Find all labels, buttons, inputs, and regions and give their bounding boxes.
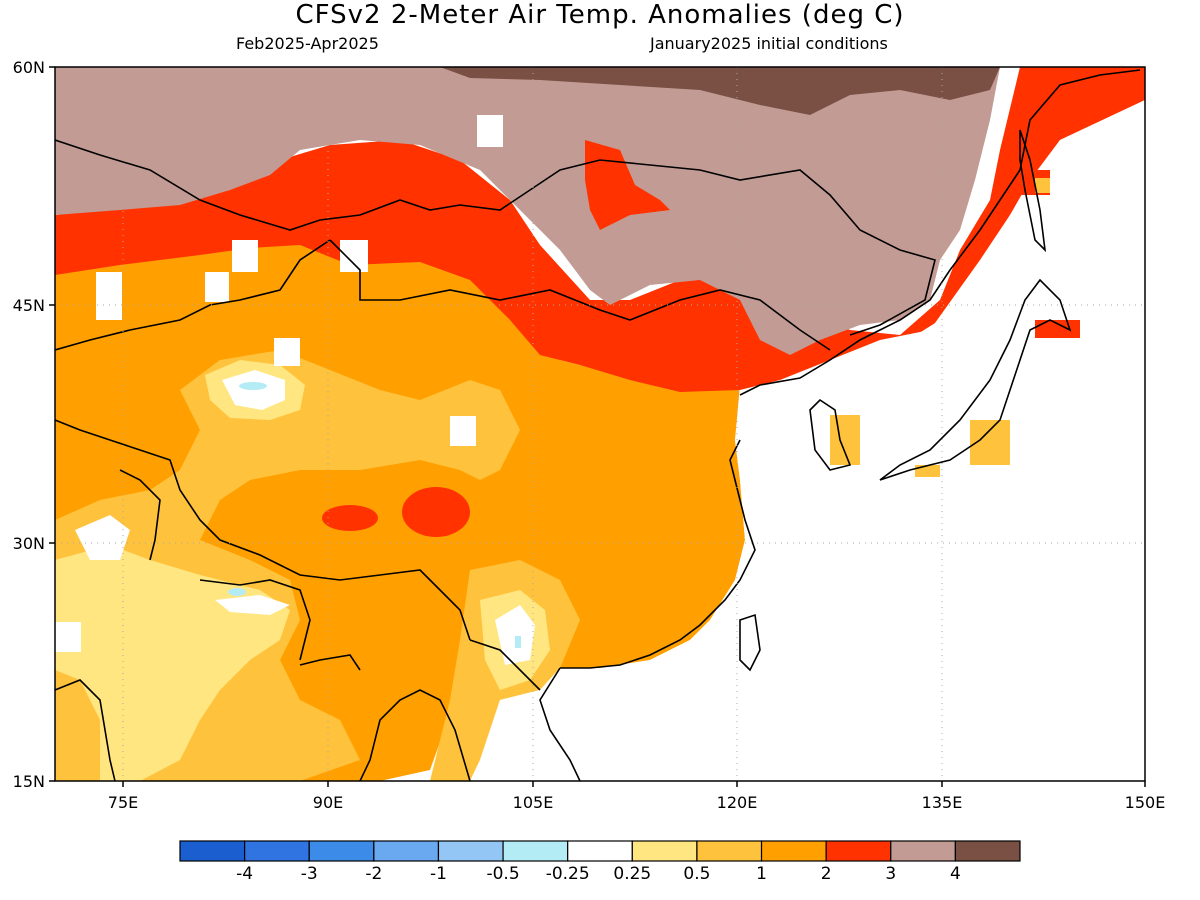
japan-anomaly-south xyxy=(915,465,940,477)
lake-zaysan xyxy=(340,240,368,272)
lake-gap-west xyxy=(205,272,229,302)
hokkaido-anomaly xyxy=(1035,320,1080,338)
colorbar-label: -2 xyxy=(365,864,382,884)
colorbar-swatch xyxy=(373,840,440,862)
lon-label-135: 135E xyxy=(922,793,963,812)
forecast-period: Feb2025-Apr2025 xyxy=(236,34,379,53)
anomaly-field xyxy=(55,67,1145,781)
lat-label-60: 60N xyxy=(13,58,45,77)
cyan-patch-tarim xyxy=(239,382,267,390)
lake-gap-north xyxy=(477,115,503,147)
colorbar-swatch xyxy=(567,840,633,862)
neutral-region-india xyxy=(75,515,130,560)
colorbar-label: 0.5 xyxy=(683,864,710,884)
colorbar-swatch xyxy=(760,840,827,862)
colorbar-label: -4 xyxy=(236,864,253,884)
red-anomaly-patch-baikal xyxy=(585,140,670,230)
lon-label-150: 150E xyxy=(1125,793,1166,812)
colorbar-label: -0.5 xyxy=(486,864,519,884)
graticule xyxy=(55,67,1145,781)
colorbar-label: 1 xyxy=(756,864,767,884)
colorbar-swatch xyxy=(308,840,375,862)
colorbar-swatch xyxy=(825,840,892,862)
sakhalin-anomaly-orange xyxy=(1035,178,1050,193)
colorbar-label: -0.25 xyxy=(546,864,590,884)
axis-ticks xyxy=(49,66,1146,787)
lake-gap-altai xyxy=(232,240,258,272)
mauve-anomaly-region xyxy=(55,67,1000,355)
colorbar-swatch xyxy=(631,840,698,862)
colorbar-label: -3 xyxy=(301,864,318,884)
colorbar: -4 -3 -2 -1 -0.5 -0.25 0.25 0.5 1 2 3 4 xyxy=(179,840,1021,884)
red-anomaly-patch-tibet-west xyxy=(322,505,378,531)
ocean-east xyxy=(470,100,1145,781)
colorbar-label: 3 xyxy=(885,864,896,884)
lat-label-45: 45N xyxy=(13,296,45,315)
colorbar-swatch xyxy=(954,840,1021,862)
lake-gap-india xyxy=(55,622,81,652)
coastlines xyxy=(55,69,1141,781)
neutral-region-tarim xyxy=(222,370,285,410)
map-title: CFSv2 2-Meter Air Temp. Anomalies (deg C… xyxy=(295,0,905,30)
red-anomaly-patch-tibet-east xyxy=(402,487,470,537)
lon-label-105: 105E xyxy=(513,793,554,812)
neutral-region-indochina xyxy=(495,605,535,665)
colorbar-swatch xyxy=(244,840,310,862)
lake-qinghai xyxy=(450,416,476,446)
colorbar-swatch xyxy=(696,840,763,862)
cyan-patch-indochina xyxy=(515,636,521,648)
colorbar-swatch xyxy=(179,840,246,862)
colorbar-label: 4 xyxy=(950,864,961,884)
map-frame xyxy=(54,66,1146,782)
initial-conditions: January2025 initial conditions xyxy=(650,34,888,53)
lon-label-75: 75E xyxy=(108,793,138,812)
lake-balkhash xyxy=(96,272,122,320)
lat-label-30: 30N xyxy=(13,534,45,553)
lake-issyk xyxy=(274,338,300,366)
red-anomaly-band xyxy=(55,67,1145,392)
colorbar-label: 2 xyxy=(821,864,832,884)
colorbar-swatch xyxy=(890,840,956,862)
lon-label-120: 120E xyxy=(717,793,758,812)
lat-label-15: 15N xyxy=(13,772,45,791)
brown-anomaly-region xyxy=(440,67,1000,115)
korea-anomaly xyxy=(830,415,860,465)
colorbar-label: -1 xyxy=(430,864,447,884)
lon-label-90: 90E xyxy=(313,793,343,812)
colorbar-swatch xyxy=(437,840,504,862)
colorbar-swatch xyxy=(502,840,569,862)
colorbar-label: 0.25 xyxy=(613,864,651,884)
cyan-patch-himalaya xyxy=(228,588,246,596)
country-borders xyxy=(55,139,936,691)
neutral-region-himalaya xyxy=(215,595,290,615)
